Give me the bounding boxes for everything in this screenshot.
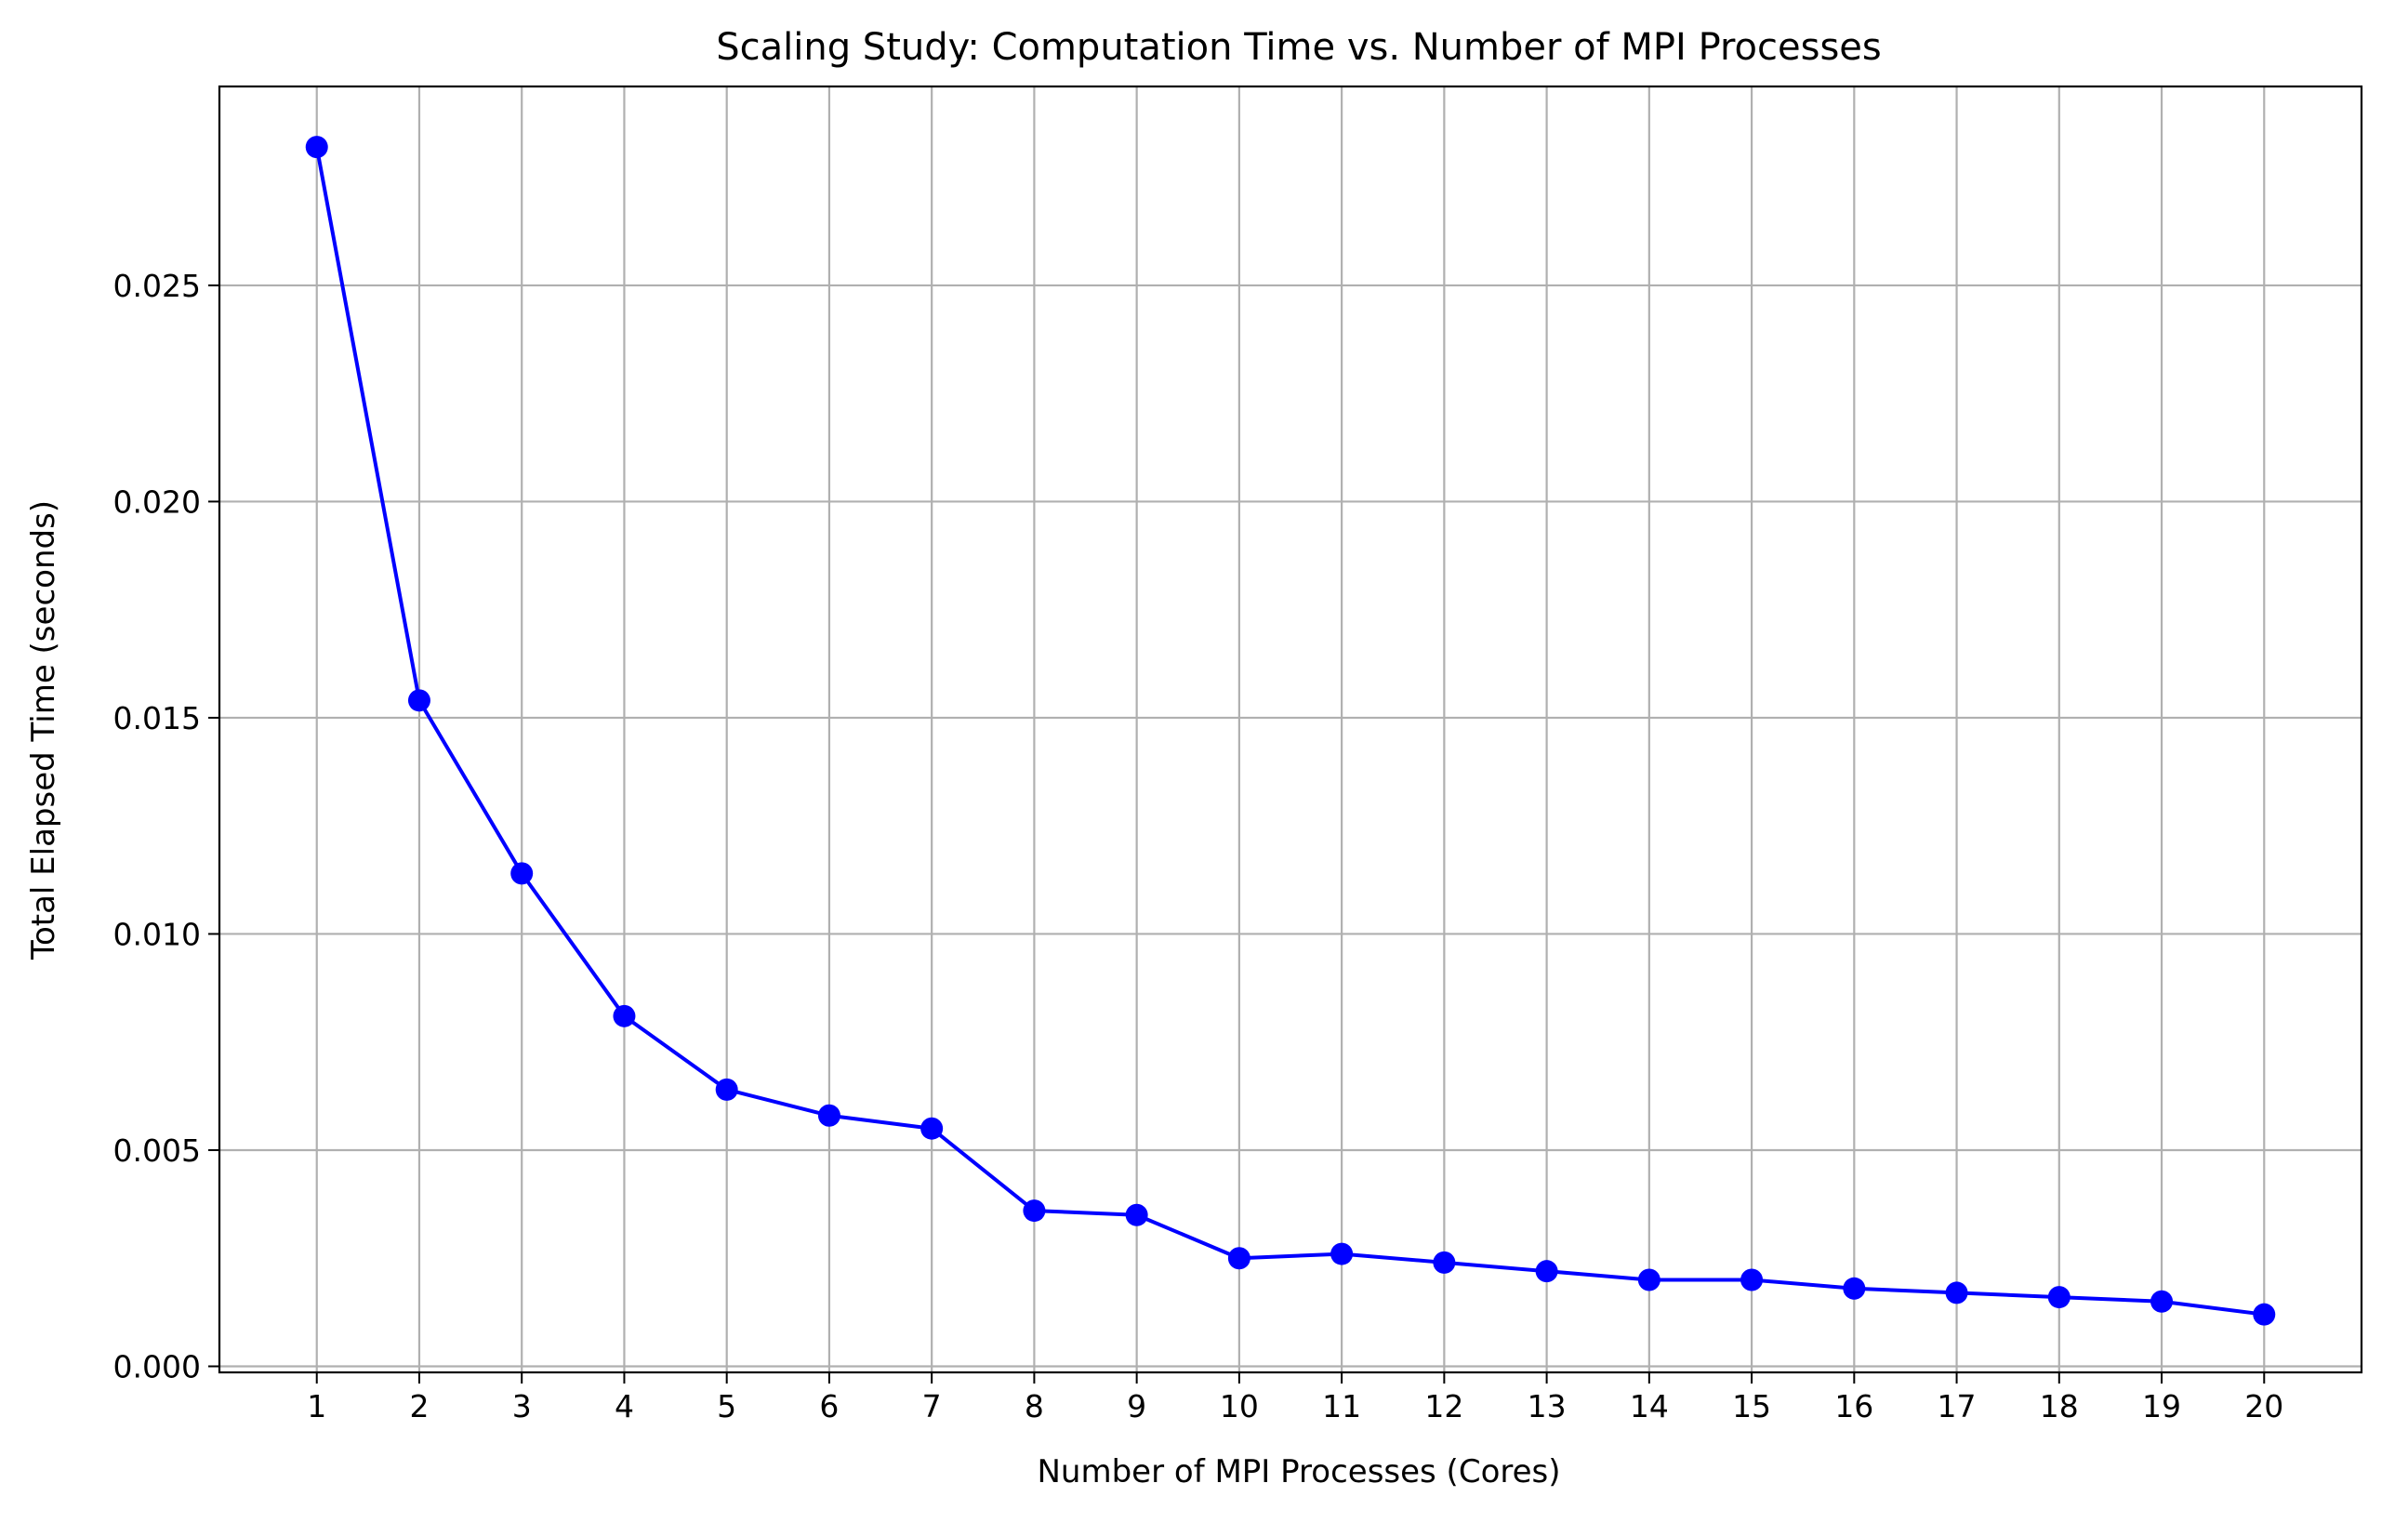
data-point (1740, 1268, 1764, 1291)
x-tick-label: 18 (2040, 1388, 2079, 1424)
data-point (1125, 1203, 1148, 1226)
y-tick-label: 0.015 (113, 700, 201, 736)
data-point (1227, 1247, 1250, 1270)
x-tick-label: 10 (1220, 1388, 1259, 1424)
x-tick-label: 16 (1834, 1388, 1873, 1424)
data-point (2253, 1303, 2276, 1326)
x-tick-label: 13 (1528, 1388, 1567, 1424)
x-tick-label: 20 (2244, 1388, 2283, 1424)
x-tick-label: 1 (307, 1388, 326, 1424)
data-point (1535, 1260, 1558, 1283)
x-axis-ticks: 1 2 3 4 5 6 7 8 9 10 11 12 13 14 15 16 17 18 19 20 (307, 1372, 2283, 1424)
y-tick-label: 0.010 (113, 916, 201, 952)
data-point (1945, 1281, 1968, 1304)
data-point (305, 136, 328, 159)
y-tick-label: 0.020 (113, 483, 201, 520)
x-tick-label: 3 (512, 1388, 532, 1424)
y-axis-ticks: 0.000 0.005 0.010 0.015 0.020 0.025 (113, 268, 219, 1384)
series-layer (305, 136, 2276, 1326)
data-point (1843, 1277, 1866, 1300)
data-point (1637, 1268, 1660, 1291)
data-point (817, 1104, 840, 1127)
y-tick-label: 0.005 (113, 1132, 201, 1169)
x-tick-label: 5 (717, 1388, 736, 1424)
data-point (2047, 1286, 2071, 1309)
x-tick-label: 15 (1732, 1388, 1771, 1424)
data-point (1330, 1242, 1354, 1265)
x-tick-label: 12 (1424, 1388, 1463, 1424)
data-point (1433, 1251, 1456, 1274)
y-tick-label: 0.025 (113, 268, 201, 304)
data-point (920, 1117, 944, 1140)
x-tick-label: 7 (922, 1388, 942, 1424)
x-tick-label: 6 (819, 1388, 839, 1424)
x-tick-label: 8 (1025, 1388, 1044, 1424)
y-axis-label: Total Elapsed Time (seconds) (25, 500, 62, 960)
data-point (715, 1078, 738, 1101)
data-point (407, 689, 430, 712)
y-tick-label: 0.000 (113, 1348, 201, 1384)
series-line (314, 146, 2265, 1317)
x-tick-label: 17 (1938, 1388, 1977, 1424)
chart-title: Scaling Study: Computation Time vs. Numb… (716, 26, 1882, 69)
x-axis-label: Number of MPI Processes (Cores) (1038, 1453, 1561, 1490)
data-point (1023, 1199, 1046, 1223)
x-tick-label: 14 (1630, 1388, 1669, 1424)
data-point (613, 1004, 636, 1027)
data-point (2150, 1290, 2174, 1313)
plot-frame (218, 85, 2363, 1374)
x-tick-label: 19 (2142, 1388, 2181, 1424)
x-tick-label: 2 (409, 1388, 429, 1424)
x-tick-label: 9 (1127, 1388, 1146, 1424)
x-tick-label: 11 (1322, 1388, 1361, 1424)
data-point (510, 862, 534, 885)
grid (219, 86, 2362, 1372)
x-tick-label: 4 (615, 1388, 634, 1424)
